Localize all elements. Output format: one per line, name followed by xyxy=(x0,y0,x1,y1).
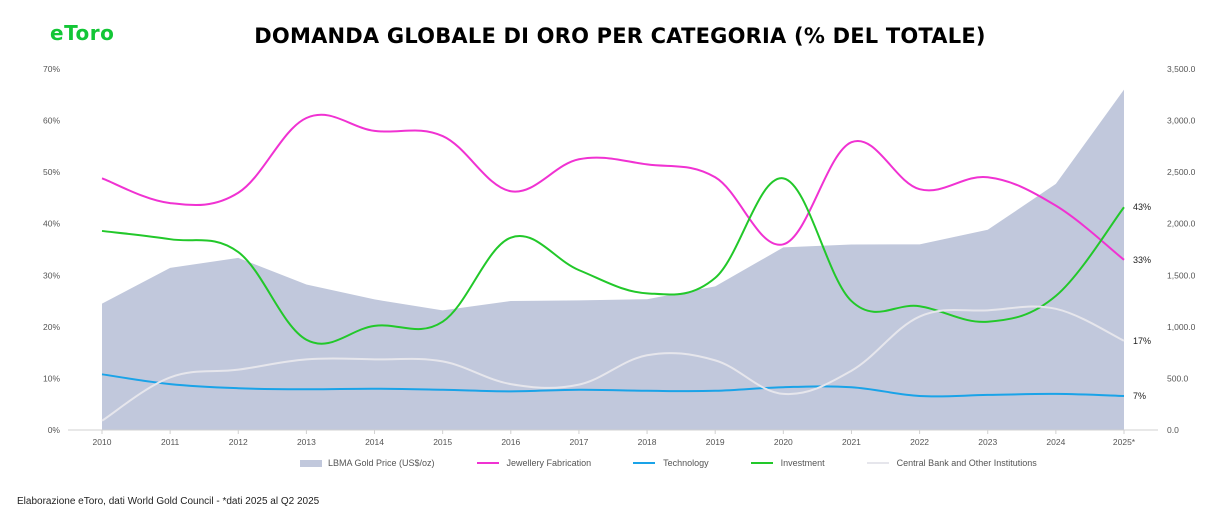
right-axis-tick-label: 2,500.0 xyxy=(1167,167,1196,177)
line-series-technology xyxy=(101,373,1125,398)
etoro-logo: eToro xyxy=(50,21,115,45)
right-axis-tick-label: 2,000.0 xyxy=(1167,219,1196,229)
legend-swatch-central-bank xyxy=(866,462,889,464)
chart-legend: LBMA Gold Price (US$/oz) Jewellery Fabri… xyxy=(300,458,1079,468)
line-series-jewellery-fabrication xyxy=(101,113,1125,261)
left-axis-tick-label: 20% xyxy=(43,322,60,332)
legend-swatch-jewellery xyxy=(476,462,499,464)
x-axis-tick-label: 2019 xyxy=(706,437,725,447)
x-axis-tick-label: 2011 xyxy=(161,437,180,447)
legend-item-technology: Technology xyxy=(633,458,709,468)
x-axis-tick-label: 2025* xyxy=(1113,437,1136,447)
source-note: Elaborazione eToro, dati World Gold Coun… xyxy=(17,496,320,507)
line-series-central-bank xyxy=(101,305,1125,422)
end-label-technology: 7% xyxy=(1133,391,1146,401)
left-axis-tick-label: 10% xyxy=(43,373,60,383)
x-axis-tick-label: 2012 xyxy=(229,437,248,447)
x-axis-tick-label: 2014 xyxy=(365,437,384,447)
x-axis-tick-label: 2013 xyxy=(297,437,316,447)
x-axis-tick-label: 2021 xyxy=(842,437,861,447)
right-axis-tick-label: 1,500.0 xyxy=(1167,270,1196,280)
x-axis-tick-label: 2018 xyxy=(638,437,657,447)
x-axis-tick-label: 2010 xyxy=(93,437,112,447)
x-axis-tick-label: 2023 xyxy=(978,437,997,447)
legend-label-lbma: LBMA Gold Price (US$/oz) xyxy=(328,458,435,468)
left-axis-tick-label: 40% xyxy=(43,219,60,229)
x-axis-tick-label: 2022 xyxy=(910,437,929,447)
x-axis-tick-label: 2020 xyxy=(774,437,793,447)
area-series-lbma-gold-price xyxy=(102,89,1124,430)
legend-label-investment: Investment xyxy=(780,458,825,468)
legend-label-jewellery: Jewellery Fabrication xyxy=(506,458,592,468)
legend-item-lbma: LBMA Gold Price (US$/oz) xyxy=(300,458,435,468)
legend-item-central-bank: Central Bank and Other Institutions xyxy=(866,458,1037,468)
left-axis-tick-label: 70% xyxy=(43,64,60,74)
logo-text: eToro xyxy=(50,21,115,45)
left-axis-tick-label: 0% xyxy=(48,425,61,435)
x-axis-tick-label: 2015 xyxy=(433,437,452,447)
left-axis-tick-label: 30% xyxy=(43,270,60,280)
right-axis-tick-label: 3,000.0 xyxy=(1167,116,1196,126)
legend-label-technology: Technology xyxy=(663,458,709,468)
right-axis-tick-label: 1,000.0 xyxy=(1167,322,1196,332)
x-axis-tick-label: 2017 xyxy=(569,437,588,447)
left-axis-tick-label: 60% xyxy=(43,116,60,126)
right-axis-tick-label: 500.0 xyxy=(1167,373,1189,383)
end-label-central-bank: 17% xyxy=(1133,336,1151,346)
legend-item-investment: Investment xyxy=(750,458,825,468)
chart-title: DOMANDA GLOBALE DI ORO PER CATEGORIA (% … xyxy=(254,24,986,48)
legend-label-central-bank: Central Bank and Other Institutions xyxy=(896,458,1037,468)
legend-item-jewellery: Jewellery Fabrication xyxy=(476,458,592,468)
x-axis-tick-label: 2024 xyxy=(1046,437,1065,447)
legend-swatch-investment xyxy=(750,462,773,464)
end-label-jewellery-fabrication: 33% xyxy=(1133,255,1151,265)
legend-swatch-lbma xyxy=(300,459,322,467)
right-axis-tick-label: 0.0 xyxy=(1167,425,1179,435)
line-series-investment xyxy=(101,177,1125,345)
left-axis-tick-label: 50% xyxy=(43,167,60,177)
right-axis-tick-label: 3,500.0 xyxy=(1167,64,1196,74)
end-label-investment: 43% xyxy=(1133,202,1151,212)
legend-swatch-technology xyxy=(633,462,656,464)
x-axis-tick-label: 2016 xyxy=(501,437,520,447)
